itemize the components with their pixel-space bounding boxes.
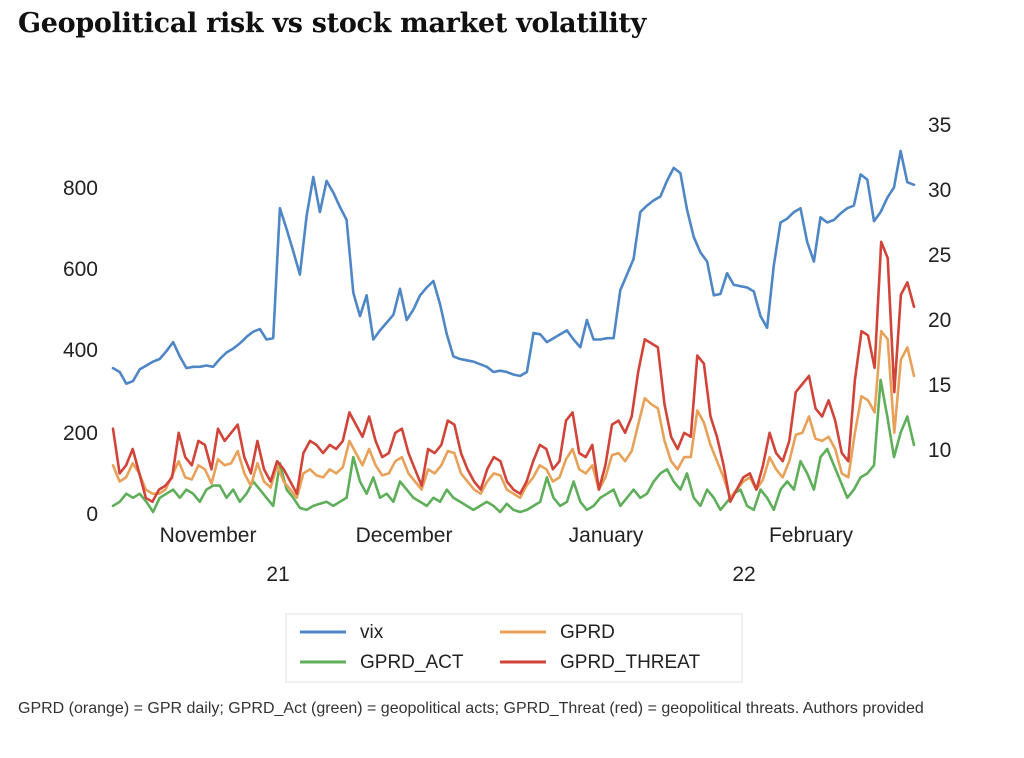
x-month-label: November <box>160 524 257 547</box>
right-tick-label: 10 <box>928 439 951 462</box>
right-tick-label: 15 <box>928 374 951 397</box>
left-axis-ticks: 0 200 400 600 800 <box>63 177 98 526</box>
x-year-label: 21 <box>266 563 289 586</box>
legend-label: GPRD_THREAT <box>560 652 700 673</box>
chart-legend: vix GPRD GPRD_ACT GPRD_THREAT <box>285 613 743 683</box>
left-tick-label: 400 <box>63 339 98 362</box>
legend-label: GPRD_ACT <box>360 652 464 673</box>
right-tick-label: 35 <box>928 114 951 137</box>
series-layer <box>111 149 916 514</box>
legend-box <box>285 613 743 683</box>
right-tick-label: 20 <box>928 309 951 332</box>
series-line-gprd-act <box>111 378 916 514</box>
x-year-label: 22 <box>732 563 755 586</box>
series-line-gprd <box>111 329 916 500</box>
x-month-label: January <box>569 524 644 547</box>
left-tick-label: 0 <box>86 503 98 526</box>
x-month-label: February <box>769 524 854 547</box>
series-line-vix <box>111 149 916 386</box>
left-tick-label: 800 <box>63 177 98 200</box>
legend-label: GPRD <box>560 622 615 643</box>
right-tick-label: 30 <box>928 179 951 202</box>
left-tick-label: 200 <box>63 422 98 445</box>
x-axis-labels: November December January February 21 22 <box>160 524 854 586</box>
right-axis-ticks: 10 15 20 25 30 35 <box>928 114 951 462</box>
x-month-label: December <box>356 524 453 547</box>
left-tick-label: 600 <box>63 258 98 281</box>
legend-label: vix <box>360 622 384 643</box>
line-chart: 0 200 400 600 800 10 15 20 25 30 35 Nove… <box>63 114 951 683</box>
figure-caption: GPRD (orange) = GPR daily; GPRD_Act (gre… <box>18 700 924 717</box>
chart-title: Geopolitical risk vs stock market volati… <box>18 8 646 39</box>
series-line-gprd-threat <box>111 240 916 504</box>
right-tick-label: 25 <box>928 244 951 267</box>
